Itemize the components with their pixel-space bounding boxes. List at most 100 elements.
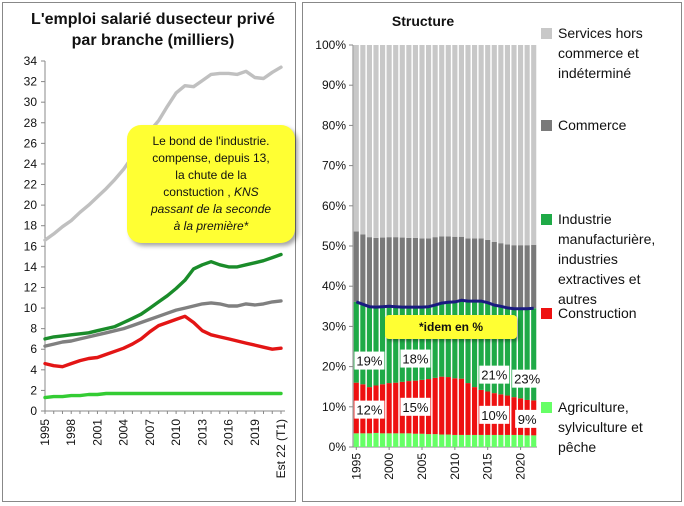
series-line-4 [43,391,283,400]
bar-segment-s2-c8 [406,307,412,382]
bar-segment-s3-c15 [452,236,458,302]
bar-segment-s2-c3 [373,307,379,386]
x-tick-label: 2013 [195,419,209,446]
bar-segment-s4-c2 [366,45,372,238]
bar-segment-s2-c0 [353,301,359,383]
bar-segment-s4-c11 [426,45,432,239]
bar-segment-s4-c10 [419,45,425,239]
x-tick-label: 2016 [222,419,236,446]
bar-segment-s2-c26 [524,308,530,400]
bar-segment-s4-c6 [393,45,399,238]
data-label: 15% [402,400,428,415]
data-label-box [479,405,510,424]
bar-segment-s0-c23 [504,434,510,447]
legend-swatch-agriculture [541,402,552,413]
bar-segment-s3-c6 [393,237,399,307]
bar-segment-s3-c17 [465,238,471,302]
bar-segment-s3-c23 [504,244,510,308]
bar-segment-s3-c5 [386,237,392,307]
callout-line-4-text: constuction , [163,185,231,199]
legend-swatch-commerce [541,120,552,131]
x-tick-label: 2005 [415,453,429,480]
bar-segment-s2-c24 [511,308,517,398]
bar-segment-s0-c1 [360,433,366,447]
bar-segment-s4-c17 [465,45,471,239]
y-tick-label: 50% [322,239,346,253]
data-label: 23% [514,372,540,387]
bar-segment-s0-c15 [452,434,458,447]
bar-segment-s0-c22 [498,434,504,447]
bar-segment-s4-c13 [439,45,445,237]
y-tick-label: 32 [24,75,38,89]
bar-segment-s0-c24 [511,434,517,447]
y-tick-label: 26 [24,136,38,150]
y-tick-label: 70% [322,159,346,173]
bar-segment-s1-c18 [472,387,478,435]
bar-segment-s3-c12 [432,237,438,306]
bar-segment-s0-c18 [472,434,478,447]
bar-segment-s4-c9 [412,45,418,238]
bar-segment-s4-c7 [399,45,405,238]
bar-segment-s1-c13 [439,376,445,435]
bar-segment-s0-c19 [478,434,484,447]
data-label: 12% [356,403,382,418]
overlay-line [355,298,534,311]
bar-segment-s0-c9 [412,433,418,447]
bar-segment-s2-c21 [491,305,497,394]
bar-segment-s4-c27 [531,45,537,245]
bar-segment-s4-c25 [518,45,524,246]
x-tick-label: 1998 [64,419,78,446]
legend-swatch-services [541,28,552,39]
data-label: 19% [356,354,382,369]
series-line-2 [43,299,283,348]
bar-segment-s4-c19 [478,45,484,239]
data-label-box [479,365,510,384]
y-tick-label: 20% [322,360,346,374]
bar-segment-s3-c26 [524,245,530,309]
legend-label-services: Services hors commerce et indéterminé [558,25,643,81]
structure-stacked-chart: 0% 10% 20% 30% 40% 50% 60% 70% 80% 90% 100% 1995 200… [315,38,543,480]
bar-segment-s3-c3 [373,237,379,308]
bar-segment-s2-c6 [393,306,399,383]
legend-label-construction: Construction [558,305,637,321]
bar-segment-s4-c21 [491,45,497,242]
x-tick-label: 2000 [382,453,396,480]
y-tick-label: 28 [24,116,38,130]
bar-segment-s4-c22 [498,45,504,244]
data-label: 9% [518,412,537,427]
bar-segment-s0-c5 [386,433,392,447]
bar-segment-s0-c25 [518,434,524,447]
bar-segment-s1-c16 [458,378,464,435]
bar-segment-s3-c14 [445,236,451,303]
callout-line-4-italic: KNS [230,185,259,199]
data-label-box [400,397,431,416]
bar-segment-s0-c13 [439,434,445,447]
bar-segment-s0-c2 [366,433,372,447]
bar-segment-s2-c14 [445,302,451,378]
bar-segment-s0-c7 [399,433,405,447]
callout-line-5: passant de la seconde [127,201,295,218]
bar-segment-s2-c18 [472,301,478,388]
bar-segment-s4-c12 [432,45,438,238]
callout-line-6-italic: à la première* [173,219,249,233]
data-label: 10% [481,408,507,423]
bar-segment-s2-c23 [504,307,510,396]
bar-segment-s3-c0 [353,231,359,302]
x-tick-label: 2001 [90,419,104,446]
data-label: 21% [481,368,507,383]
bar-segment-s0-c12 [432,434,438,447]
bar-segment-s2-c25 [518,308,524,399]
callout-line-1: Le bond de l'industrie. [152,134,270,148]
bar-segment-s0-c27 [531,435,537,447]
y-tick-label: 60% [322,199,346,213]
series-line-1 [43,252,283,341]
x-tick-label: 2010 [169,419,183,446]
callout-line-5-italic: passant de la seconde [150,202,272,216]
bar-segment-s2-c27 [531,308,537,401]
y-tick-label: 0 [30,404,37,418]
idem-note: *idem en % [385,315,517,339]
y-tick-label: 16 [24,239,38,253]
bar-segment-s4-c26 [524,45,530,246]
data-label-box [354,351,385,370]
y-tick-label: 80% [322,118,346,132]
